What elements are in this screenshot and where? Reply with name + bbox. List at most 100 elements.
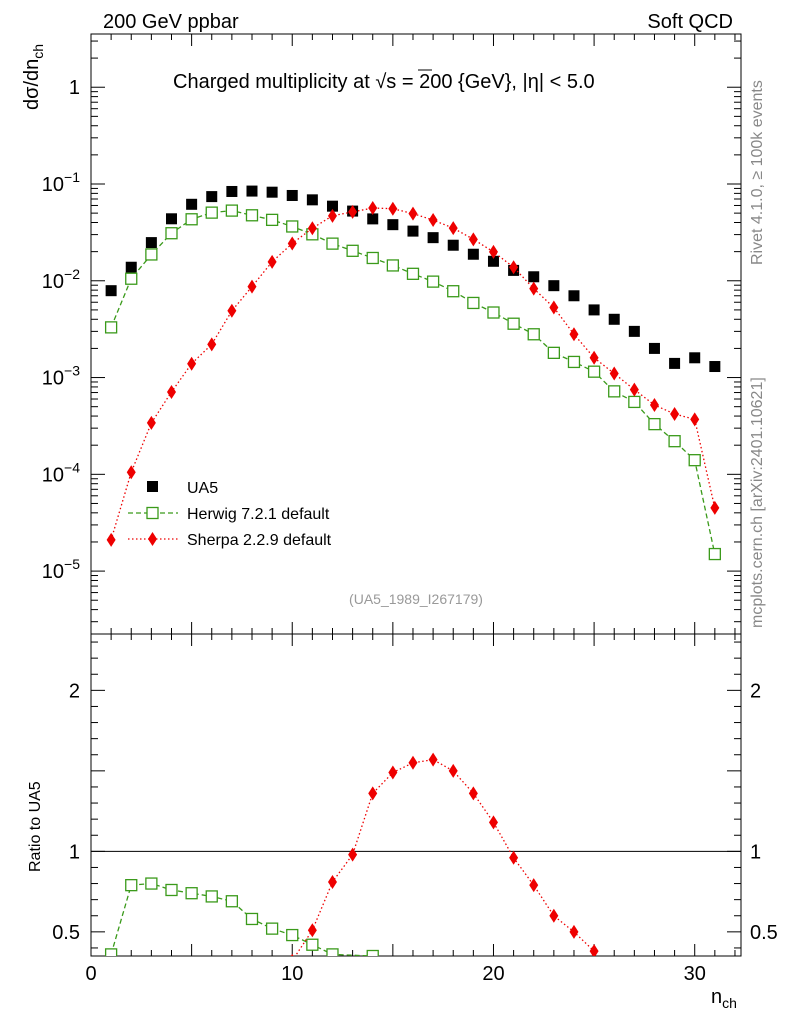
herwig-point (688, 454, 701, 467)
header-left: 200 GeV ppbar (103, 11, 239, 33)
sherpa-point (408, 206, 418, 221)
ua5-point (528, 271, 540, 283)
axes-layer: 0 10 20 30 1 10−1 10−2 10−3 10−4 10−5 0.5 0.5 1 1 2 2 (42, 34, 778, 985)
ratio-herwig-point (225, 895, 239, 908)
sherpa-point (710, 500, 720, 515)
ua5-point (689, 352, 701, 364)
ratio-herwig-point (306, 938, 319, 951)
ratio-herwig-point (245, 912, 259, 926)
ua5-point (246, 185, 258, 197)
herwig-point (648, 417, 661, 431)
x-tick-label: 10 (281, 963, 303, 985)
legend: UA5 Herwig 7.2.1 default Sherpa 2.2.9 de… (128, 480, 332, 549)
y-tick-label: 10−2 (42, 266, 80, 293)
y-tick-label: 10−1 (42, 169, 80, 196)
ua5-point (266, 186, 278, 198)
ratio-herwig-point (104, 948, 118, 956)
herwig-point (487, 306, 500, 319)
y-tick-label: 10−3 (42, 363, 80, 390)
ratio-panel-frame (90, 633, 742, 957)
legend-herwig-marker (146, 506, 159, 520)
sherpa-point (287, 236, 297, 251)
ua5-point (367, 213, 379, 225)
ua5-point (286, 189, 298, 201)
ratio-line-sherpa (294, 758, 595, 956)
herwig-point (366, 251, 379, 265)
chart-title-rest: = 200 {GeV}, |η| < 5.0 (402, 71, 595, 93)
sherpa-point (509, 260, 519, 275)
herwig-point (668, 435, 681, 448)
ratio-sherpa-point (388, 765, 398, 780)
chart-title: Charged multiplicity at √s = 200 {GeV}, … (173, 71, 595, 93)
ratio-herwig-point (185, 887, 198, 900)
header-right: Soft QCD (647, 11, 733, 33)
x-tick-label: 30 (684, 963, 706, 985)
sherpa-point (529, 281, 539, 296)
legend-sherpa-marker (148, 532, 157, 546)
sherpa-point (368, 200, 378, 215)
herwig-point (406, 267, 420, 280)
ratio-herwig-point (205, 890, 218, 903)
ua5-point (568, 290, 580, 302)
ratio-herwig-point (165, 883, 178, 897)
sherpa-point (649, 398, 659, 413)
ratio-y-tick-label-right: 1 (750, 841, 761, 863)
x-tick-label: 0 (85, 963, 96, 985)
x-tick-label: 20 (482, 963, 504, 985)
ratio-sherpa-point (549, 908, 559, 923)
ratio-y-tick-label-right: 0.5 (750, 922, 778, 944)
sherpa-point (549, 300, 559, 315)
ratio-sherpa-point (488, 815, 498, 830)
sherpa-point (690, 412, 700, 427)
ua5-point (125, 261, 137, 273)
ratio-herwig-point (366, 949, 379, 956)
sherpa-point (126, 465, 136, 480)
ua5-point (487, 255, 499, 267)
ua5-point (145, 237, 157, 249)
ratio-herwig-point (265, 922, 279, 935)
ratio-herwig-point (286, 928, 299, 942)
sherpa-point (227, 303, 237, 318)
ratio-sherpa-point (290, 953, 294, 956)
y-tick-label: 10−4 (42, 459, 80, 486)
sherpa-point (146, 415, 156, 430)
ratio-series-layer (104, 752, 599, 956)
rivet-label: Rivet 4.1.0, ≥ 100k events (749, 80, 766, 265)
herwig-point (527, 328, 540, 341)
y-axis-label: dσ/dnch (21, 44, 46, 110)
ratio-sherpa-point (327, 874, 337, 889)
sherpa-point (106, 532, 116, 547)
herwig-point (145, 248, 158, 261)
chart-title-sqrt: √s (375, 71, 396, 93)
herwig-point (426, 275, 440, 288)
ratio-sherpa-point (509, 850, 519, 865)
ratio-sherpa-point (468, 786, 478, 801)
ratio-y-tick-label: 2 (69, 680, 80, 702)
herwig-point (587, 365, 601, 378)
ratio-sherpa-point (529, 878, 539, 893)
sherpa-point (629, 382, 639, 397)
sherpa-point (670, 407, 680, 422)
ratio-y-tick-label-right: 2 (750, 680, 761, 702)
ua5-point (628, 325, 640, 337)
ratio-y-axis-label: Ratio to UA5 (27, 781, 44, 872)
ratio-sherpa-point (408, 755, 418, 770)
herwig-point (708, 547, 721, 561)
sherpa-point (327, 208, 337, 223)
legend-ua5-marker (147, 481, 158, 492)
ua5-point (709, 361, 721, 373)
herwig-point (608, 385, 621, 398)
ua5-point (387, 219, 399, 231)
mcplots-label: mcplots.cern.ch [arXiv:2401.10621] (749, 377, 766, 628)
herwig-point (165, 227, 178, 240)
ua5-point (186, 198, 198, 210)
chart-title-main: Charged multiplicity at (173, 71, 375, 93)
ua5-point (165, 213, 177, 225)
herwig-point (245, 209, 259, 222)
herwig-point (467, 296, 480, 310)
sherpa-point (348, 204, 358, 219)
herwig-point (205, 206, 218, 219)
ua5-point (407, 225, 419, 237)
herwig-point (225, 204, 239, 217)
